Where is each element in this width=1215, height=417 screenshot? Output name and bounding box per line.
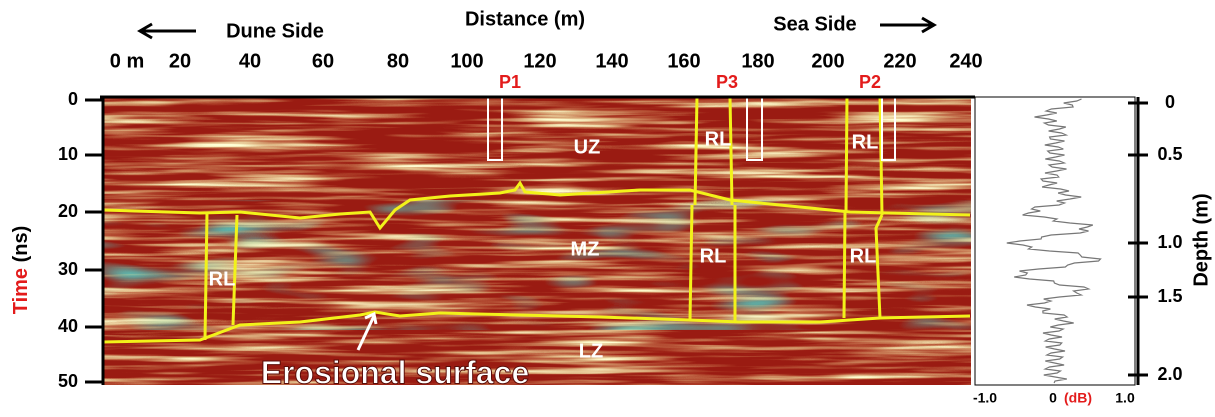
y-tick-label: 40 [58,316,78,336]
y-tick-label: 30 [58,259,78,279]
y-axis-title-part: (ns) [10,226,32,263]
x-tick-label: 220 [883,50,916,72]
x-tick-label: 100 [450,50,483,72]
rl-label: RL [705,128,732,150]
x-tick-label: 180 [741,50,774,72]
zone-label: LZ [579,340,603,362]
depth-tick-label: 1.0 [1157,232,1182,252]
radargram [103,97,971,385]
direction-label: Dune Side [226,20,324,42]
trace-tick-label: 0 [1049,390,1057,406]
y-tick-label: 50 [58,371,78,391]
radargram-texture [103,97,971,385]
rl-line [690,205,692,320]
rl-line [846,97,847,212]
depth-tick-label: 0.5 [1157,144,1182,164]
rl-line [205,213,207,340]
x-tick-label: 120 [523,50,556,72]
trace-tick-label: -1.0 [973,390,997,406]
rl-label: RL [209,268,236,290]
x-tick-label: 240 [949,50,982,72]
axis-title: Distance (m) [465,8,585,30]
erosional-label: Erosional surface [261,354,530,390]
y-tick-label: 20 [58,201,78,221]
rl-line [695,97,697,205]
x-tick-label: 40 [239,50,261,72]
x-tick-label: 0 m [110,50,144,72]
x-tick-label: 60 [312,50,334,72]
rl-line [844,212,845,318]
rl-label: RL [852,131,879,153]
x-tick-label: 80 [387,50,409,72]
y-axis-title: Time (ns) [10,226,32,315]
x-tick-label: 20 [169,50,191,72]
depth-tick-label: 2.0 [1157,364,1182,384]
depth-tick-label: 1.5 [1157,286,1182,306]
y-tick-label: 10 [58,144,78,164]
pit-label: P2 [859,72,881,92]
x-tick-label: 160 [667,50,700,72]
zone-label: MZ [571,238,600,260]
pit-label: P1 [499,72,521,92]
depth-axis-title: Depth (m) [1190,193,1212,286]
x-tick-label: 140 [595,50,628,72]
rl-label: RL [850,245,877,267]
y-tick-label: 0 [68,89,78,109]
trace-panel [975,97,1135,385]
zone-label: UZ [574,136,601,158]
y-axis-title-part: Time [10,268,32,314]
rl-label: RL [700,245,727,267]
trace-unit: (dB) [1064,390,1092,406]
direction-label: Sea Side [773,13,856,35]
depth-tick-label: 0 [1165,92,1175,112]
pit-label: P3 [716,72,738,92]
rl-line [730,97,732,205]
trace-tick-label: 1.0 [1115,390,1135,406]
x-tick-label: 200 [811,50,844,72]
figure: Distance (m) Dune Side Sea Side 0 m 20 40 60 80… [0,0,1215,412]
